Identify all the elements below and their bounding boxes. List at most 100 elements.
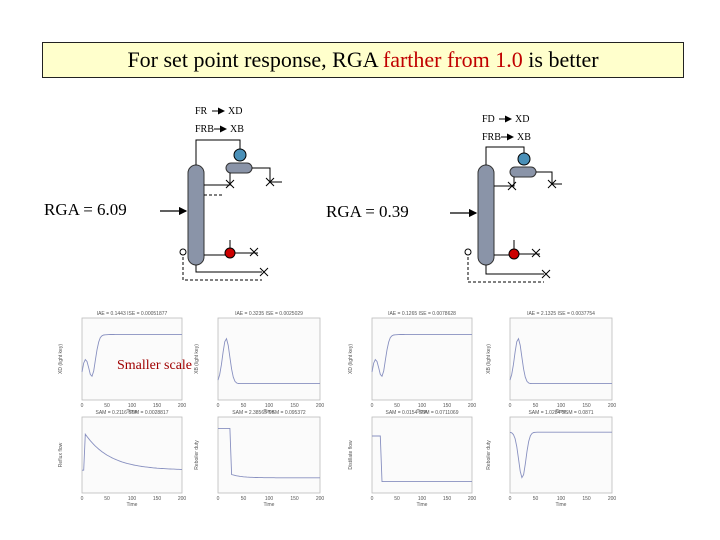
plot-xlabel: Time bbox=[556, 502, 567, 508]
plot-x-tick: 0 bbox=[217, 403, 220, 409]
plot-x-tick: 200 bbox=[608, 496, 617, 502]
plot-header: SAM = 2.38565 SSM = 0.095372 bbox=[232, 410, 306, 416]
left-condenser-icon bbox=[233, 148, 247, 162]
plot-ylabel: XD (light key) bbox=[58, 344, 64, 374]
right-distillation-column bbox=[477, 164, 495, 266]
right-steam-valve-icon bbox=[531, 248, 541, 258]
plot-frame bbox=[217, 317, 321, 401]
plot-panel: SAM = 2.38565 SSM = 0.095372 Reboiler dut… bbox=[194, 410, 324, 508]
left-pairing-top-mv: FR bbox=[195, 106, 208, 117]
plot-x-tick: 150 bbox=[443, 496, 452, 502]
plot-frame bbox=[81, 416, 183, 494]
plot-panel: SAM = 1.0284 SSM = 0.0871 Reboiler duty 0 5… bbox=[486, 410, 616, 508]
plot-x-tick: 0 bbox=[509, 403, 512, 409]
response-plots: IAE = 0.1443 ISE = 0.00051877 XD (light k… bbox=[58, 311, 616, 508]
plot-header: IAE = 0.3235 ISE = 0.0025029 bbox=[235, 311, 303, 317]
plot-curve bbox=[218, 427, 320, 479]
right-pairing-top-mv: FD bbox=[482, 114, 495, 125]
plot-frame bbox=[509, 416, 613, 494]
right-pairing-bottom-mv: FRB bbox=[482, 132, 501, 143]
plot-xlabel: Time bbox=[417, 409, 428, 415]
plot-x-tick: 200 bbox=[316, 496, 325, 502]
plot-header: IAE = 0.1443 ISE = 0.00051877 bbox=[97, 311, 168, 317]
left-rga-label: RGA = 6.09 bbox=[44, 200, 127, 219]
plot-x-tick: 100 bbox=[265, 496, 274, 502]
plot-x-tick: 200 bbox=[608, 403, 617, 409]
plot-x-tick: 100 bbox=[557, 403, 566, 409]
plot-curve bbox=[371, 333, 472, 378]
plot-x-tick: 0 bbox=[81, 403, 84, 409]
plot-x-tick: 50 bbox=[394, 403, 400, 409]
left-reflux-valve-icon bbox=[225, 179, 235, 189]
plot-frame bbox=[371, 317, 473, 401]
plot-ylabel: Reboiler duty bbox=[194, 440, 200, 470]
plot-ylabel: XD (light key) bbox=[348, 344, 354, 374]
plot-header: IAE = 2.1325 ISE = 0.0037754 bbox=[527, 311, 595, 317]
plot-xlabel: Time bbox=[264, 409, 275, 415]
plot-x-tick: 150 bbox=[582, 496, 591, 502]
plot-x-tick: 150 bbox=[153, 403, 162, 409]
plot-x-tick: 50 bbox=[104, 403, 110, 409]
plot-xlabel: Time bbox=[417, 502, 428, 508]
title-suffix: is better bbox=[522, 47, 599, 72]
smaller-scale-annotation: Smaller scale bbox=[117, 358, 192, 374]
plot-header: SAM = 0.0154 SSM = 0.0711069 bbox=[385, 410, 458, 416]
plot-x-tick: 150 bbox=[290, 403, 299, 409]
right-rga-label: RGA = 0.39 bbox=[326, 202, 409, 221]
left-bottoms-valve-icon bbox=[259, 267, 269, 277]
plot-xlabel: Time bbox=[264, 502, 275, 508]
plot-x-tick: 100 bbox=[418, 496, 427, 502]
right-pairing-labels: FD XD FRB XB bbox=[482, 114, 531, 143]
plot-frame bbox=[371, 416, 473, 494]
plot-xlabel: Time bbox=[556, 409, 567, 415]
plot-x-tick: 50 bbox=[104, 496, 110, 502]
plot-frame bbox=[217, 416, 321, 494]
plot-curve bbox=[509, 431, 612, 479]
right-distillate-valve-icon bbox=[547, 179, 557, 189]
slide-title: For set point response, RGA farther from… bbox=[42, 42, 684, 78]
plot-panel: SAM = 0.2116 SSM = 0.0028817 Reflux flow 0… bbox=[58, 410, 186, 508]
plot-x-tick: 0 bbox=[371, 496, 374, 502]
plot-x-tick: 50 bbox=[533, 403, 539, 409]
right-condenser-icon bbox=[517, 152, 531, 166]
plot-x-tick: 150 bbox=[443, 403, 452, 409]
left-distillate-valve-icon bbox=[265, 177, 275, 187]
left-pairing-labels: FR XD FRB XB bbox=[195, 106, 244, 135]
plot-x-tick: 200 bbox=[468, 496, 477, 502]
plot-x-tick: 150 bbox=[290, 496, 299, 502]
plot-curve bbox=[372, 435, 472, 483]
plot-x-tick: 200 bbox=[178, 496, 187, 502]
plot-x-tick: 200 bbox=[316, 403, 325, 409]
left-pairing-top-cv: XD bbox=[228, 106, 242, 117]
right-pairing-bottom-cv: XB bbox=[517, 132, 531, 143]
plot-x-tick: 100 bbox=[418, 403, 427, 409]
plot-xlabel: Time bbox=[127, 502, 138, 508]
plot-xlabel: Time bbox=[127, 409, 138, 415]
right-bottoms-valve-icon bbox=[541, 269, 551, 279]
plot-x-tick: 50 bbox=[394, 496, 400, 502]
left-accumulator bbox=[225, 162, 253, 174]
title-highlight: farther from 1.0 bbox=[382, 47, 523, 72]
plot-panel: SAM = 0.0154 SSM = 0.0711069 Distillate f… bbox=[348, 410, 476, 508]
plot-x-tick: 50 bbox=[241, 403, 247, 409]
annotation-text: Smaller scale bbox=[117, 358, 193, 373]
plot-x-tick: 50 bbox=[241, 496, 247, 502]
left-pairing-bottom-mv: FRB bbox=[195, 124, 214, 135]
right-reboiler-icon bbox=[508, 248, 520, 260]
right-pairing-top-cv: XD bbox=[515, 114, 529, 125]
plot-ylabel: XB (light key) bbox=[486, 344, 492, 374]
plot-curve bbox=[82, 432, 182, 471]
left-distillation-column bbox=[187, 164, 205, 266]
plot-ylabel: Distillate flow bbox=[348, 440, 354, 470]
plot-panel: IAE = 0.1265 ISE = 0.0078628 XD (light ke… bbox=[348, 311, 476, 415]
left-scheme: FR XD FRB XB bbox=[160, 106, 282, 281]
plot-x-tick: 0 bbox=[217, 496, 220, 502]
plot-header: SAM = 0.2116 SSM = 0.0028817 bbox=[95, 410, 168, 416]
plot-ylabel: Reboiler duty bbox=[486, 440, 492, 470]
plot-ylabel: Reflux flow bbox=[58, 442, 64, 467]
plot-curve bbox=[81, 333, 182, 378]
plot-header: SAM = 1.0284 SSM = 0.0871 bbox=[528, 410, 593, 416]
right-scheme: FD XD FRB XB bbox=[450, 114, 562, 283]
plot-curve bbox=[509, 337, 612, 385]
plot-x-tick: 150 bbox=[582, 403, 591, 409]
